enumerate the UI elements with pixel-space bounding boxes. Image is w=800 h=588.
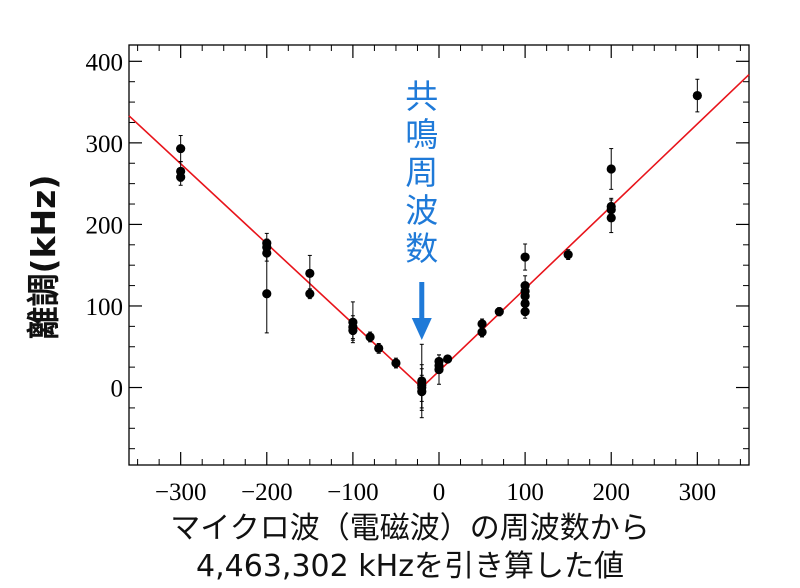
data-point bbox=[692, 78, 702, 113]
x-tick-label: 200 bbox=[592, 479, 630, 506]
point-marker bbox=[692, 90, 702, 101]
fit-line bbox=[128, 73, 750, 389]
point-marker bbox=[520, 307, 530, 317]
x-tick-label: 0 bbox=[433, 479, 446, 506]
x-tick-label: 100 bbox=[506, 479, 544, 506]
point-marker bbox=[434, 364, 444, 375]
data-point bbox=[176, 168, 186, 186]
fit-line-group bbox=[128, 73, 750, 389]
annotation-char: 数 bbox=[405, 229, 438, 268]
x-tick-labels: −300 −200 −100 0 100 200 300 bbox=[155, 479, 716, 506]
data-point bbox=[477, 326, 487, 338]
data-point bbox=[374, 342, 384, 354]
x-tick-label: −200 bbox=[241, 479, 293, 506]
point-marker bbox=[606, 213, 616, 223]
point-marker bbox=[262, 248, 272, 258]
data-point bbox=[176, 135, 186, 163]
data-point bbox=[348, 320, 358, 341]
data-point bbox=[520, 243, 530, 271]
plot-frame bbox=[128, 44, 750, 466]
annotation-char: 周 bbox=[405, 153, 438, 192]
y-tick-label: 100 bbox=[86, 294, 124, 321]
x-tick-label: 300 bbox=[679, 479, 717, 506]
axis-ticks bbox=[129, 45, 749, 465]
point-marker bbox=[391, 358, 401, 368]
x-tick-label: −300 bbox=[155, 479, 207, 506]
point-marker bbox=[176, 143, 186, 154]
data-point bbox=[305, 288, 315, 300]
annotation-char: 共 bbox=[405, 77, 438, 116]
data-point bbox=[520, 304, 530, 319]
data-point bbox=[417, 374, 427, 409]
point-marker bbox=[176, 172, 186, 182]
data-point bbox=[563, 249, 573, 260]
point-marker bbox=[443, 354, 453, 364]
point-marker bbox=[520, 298, 530, 309]
annotation-char: 波 bbox=[405, 191, 438, 230]
point-marker bbox=[374, 343, 384, 353]
data-point bbox=[391, 357, 401, 369]
arrow-head bbox=[411, 318, 432, 340]
point-marker bbox=[563, 249, 573, 260]
data-point bbox=[434, 354, 444, 385]
y-tick-label: 400 bbox=[86, 49, 124, 76]
y-axis-title: 離調(kHz) bbox=[24, 175, 63, 340]
point-marker bbox=[262, 289, 272, 299]
x-axis-title-line-1: マイクロ波（電磁波）の周波数から bbox=[170, 511, 649, 546]
point-marker bbox=[348, 325, 358, 336]
y-tick-label: 300 bbox=[86, 131, 124, 158]
annotation-char: 鳴 bbox=[405, 115, 438, 154]
data-point bbox=[262, 254, 272, 334]
point-marker bbox=[305, 268, 315, 278]
point-marker bbox=[477, 319, 487, 329]
point-marker bbox=[305, 289, 315, 299]
x-axis-title-line-2: 4,463,302 kHzを引き算した値 bbox=[196, 549, 624, 584]
point-marker bbox=[365, 332, 375, 342]
point-marker bbox=[606, 164, 616, 174]
data-point bbox=[443, 354, 453, 364]
data-points-group bbox=[176, 78, 702, 419]
data-point bbox=[365, 331, 375, 343]
point-marker bbox=[477, 327, 487, 337]
data-point bbox=[494, 307, 504, 317]
data-point bbox=[606, 148, 616, 190]
y-tick-label: 0 bbox=[111, 376, 124, 403]
point-marker bbox=[417, 387, 427, 397]
point-marker bbox=[520, 252, 530, 262]
y-tick-label: 200 bbox=[86, 212, 124, 239]
y-tick-labels: 0 100 200 300 400 bbox=[86, 49, 124, 402]
data-point bbox=[606, 202, 616, 234]
x-tick-label: −100 bbox=[327, 479, 379, 506]
point-marker bbox=[494, 307, 504, 317]
